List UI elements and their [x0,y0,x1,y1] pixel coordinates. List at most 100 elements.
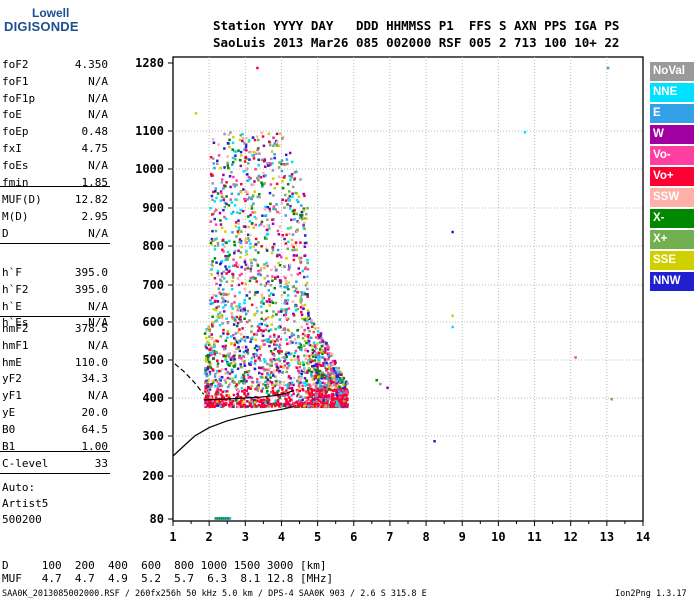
echo-point [287,198,291,202]
echo-point [269,350,273,353]
echo-point [251,336,254,339]
echo-point [243,298,247,302]
echo-point [240,309,244,313]
echo-point [219,219,222,222]
echo-point [239,309,243,312]
echo-point [261,214,264,217]
echo-point [302,361,305,364]
echo-point [246,264,250,268]
echo-point [316,330,320,333]
echo-point [233,364,237,368]
echo-point [300,313,304,317]
echo-point [243,148,246,151]
echo-point [314,385,318,388]
echo-point [261,383,265,386]
echo-point [342,391,345,394]
echo-point [304,284,308,287]
echo-point [288,363,291,367]
echo-point [235,347,238,350]
echo-point [297,399,301,402]
echo-point [206,404,209,408]
echo-point [214,223,218,226]
x-tick-label: 8 [422,530,429,544]
echo-point [271,301,275,305]
echo-point [301,269,305,273]
echo-point [329,379,332,383]
echo-point [213,166,216,170]
echo-point [264,165,267,168]
echo-point [318,390,321,393]
echo-point [314,371,318,374]
echo-point [266,378,269,381]
echo-point [257,138,260,142]
echo-point [258,195,261,199]
y-tick-label: 1000 [135,162,164,176]
echo-point [212,212,215,215]
echo-point [273,142,276,145]
echo-point [243,359,246,363]
echo-point [299,297,303,300]
echo-point [375,379,378,382]
echo-point [294,349,298,353]
echo-point [324,395,327,399]
echo-point [269,358,272,361]
echo-point [236,277,240,280]
y-tick-label: 500 [142,353,164,367]
echo-point [285,402,288,406]
echo-point [219,199,223,202]
echo-point [327,358,330,361]
echo-point [257,403,261,407]
echo-point [285,400,288,403]
echo-point [292,376,296,380]
echo-point [220,375,224,379]
param-row: M(D) 2.95 [2,210,108,224]
echo-point [209,344,212,348]
echo-point [230,305,233,308]
echo-point [325,390,328,393]
echo-point [248,290,252,294]
echo-point [299,260,302,263]
echo-point [263,263,266,266]
echo-point [265,309,269,313]
echo-point [220,301,223,304]
echo-point [222,298,225,301]
echo-point [254,338,257,342]
x-tick-label: 5 [314,530,321,544]
echo-point [230,342,233,346]
echo-point [246,352,250,355]
echo-point [345,405,348,408]
echo-point [257,356,261,359]
echo-point [307,391,310,394]
echo-point [233,343,236,347]
echo-point [317,389,320,393]
echo-point [258,381,262,384]
echo-point [232,323,236,326]
echo-point [287,391,290,395]
echo-point [231,141,235,145]
param-row: hmF2 378.5 [2,322,108,336]
echo-point [221,288,225,291]
echo-point [290,358,293,362]
echo-point [283,291,286,294]
plot-border [172,56,644,522]
echo-point [268,304,271,307]
echo-point [277,175,281,179]
echo-point [296,355,300,358]
echo-point [310,396,314,399]
echo-point [259,345,262,349]
echo-point [208,335,211,338]
param-value: N/A [88,226,108,240]
echo-point [312,355,315,358]
echo-point [288,226,292,230]
echo-point [293,177,297,180]
echo-point [246,233,250,237]
y-tick-label: 900 [142,201,164,215]
echo-point [211,260,214,263]
echo-point [264,323,267,327]
echo-point [224,254,227,258]
echo-point [205,392,209,395]
echo-point [213,257,217,260]
echo-point [337,398,341,401]
echo-point [211,321,215,324]
echo-point [261,339,264,343]
